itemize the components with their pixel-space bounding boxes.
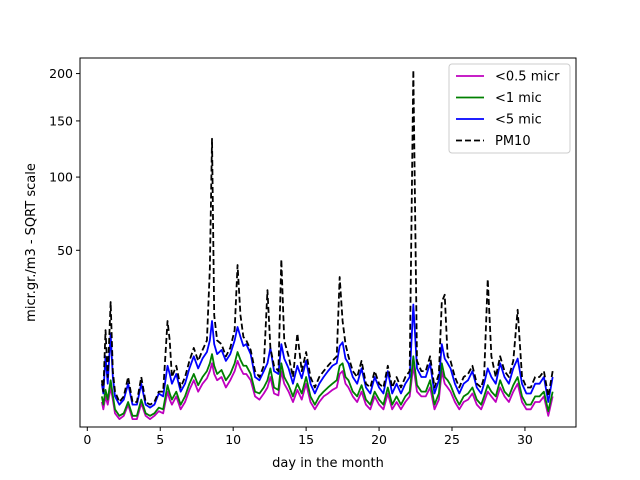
x-axis: 0 5 10 15 20 25 30 xyxy=(83,427,533,447)
y-tick-label: 100 xyxy=(49,170,73,185)
y-tick-label: 200 xyxy=(49,66,73,81)
legend: <0.5 micr <1 mic <5 mic PM10 xyxy=(448,63,571,154)
x-tick-label: 20 xyxy=(371,432,387,447)
legend-label-1: <0.5 micr xyxy=(495,70,560,85)
y-tick-label: 150 xyxy=(49,113,73,128)
series-layer xyxy=(100,69,554,420)
x-tick-label: 10 xyxy=(225,432,241,447)
y-axis-label: micr.gr./m3 - SQRT scale xyxy=(24,163,39,322)
series-line-2 xyxy=(100,351,554,417)
x-tick-label: 0 xyxy=(83,432,91,447)
y-axis: 50 100 150 200 xyxy=(49,66,80,258)
legend-label-4: PM10 xyxy=(495,134,531,149)
y-tick-label: 50 xyxy=(57,243,73,258)
legend-label-3: <5 mic xyxy=(495,113,542,128)
series-line-4 xyxy=(100,69,554,406)
x-tick-label: 25 xyxy=(444,432,460,447)
x-axis-label: day in the month xyxy=(272,456,384,471)
series-line-3 xyxy=(100,303,554,409)
series-line-1 xyxy=(100,359,554,420)
plot-area xyxy=(100,69,554,420)
x-tick-label: 5 xyxy=(156,432,164,447)
x-tick-label: 30 xyxy=(517,432,533,447)
legend-label-2: <1 mic xyxy=(495,91,542,106)
plot-frame xyxy=(79,57,577,428)
legend-box xyxy=(448,63,571,154)
x-tick-label: 15 xyxy=(298,432,314,447)
